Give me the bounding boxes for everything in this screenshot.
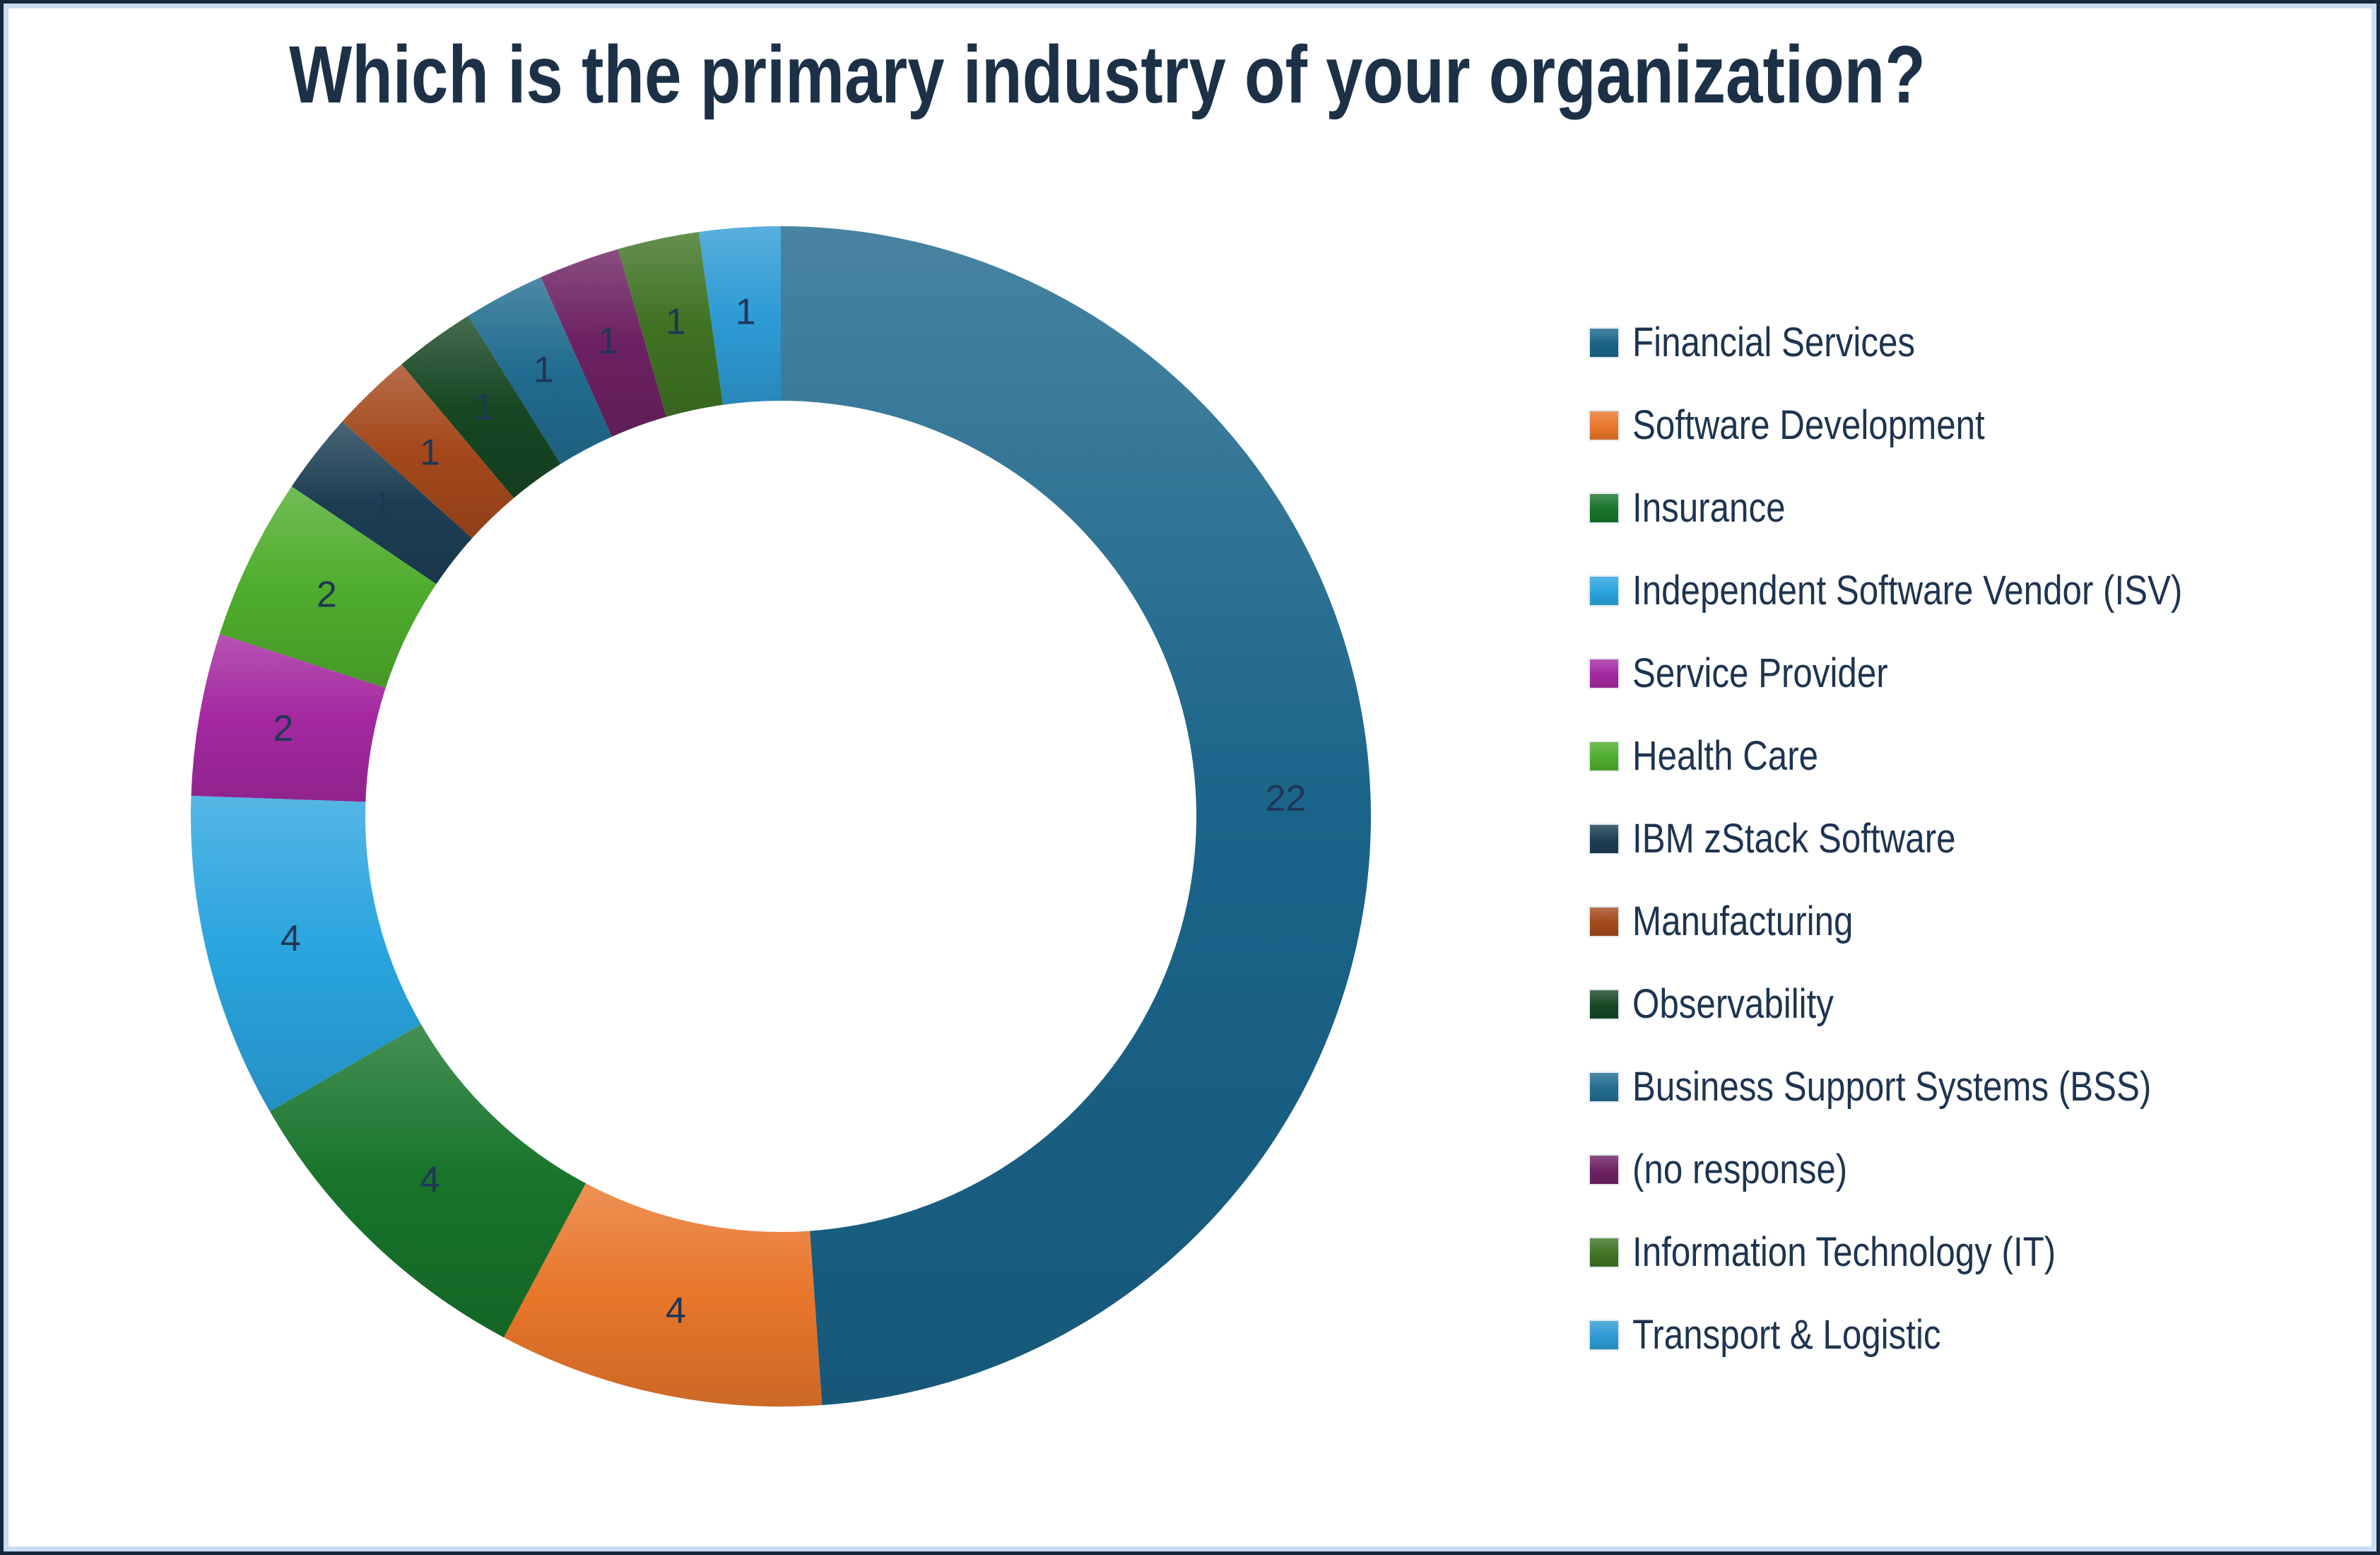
- slice-value-label: 1: [598, 321, 618, 362]
- slice-value-label: 22: [1266, 778, 1307, 819]
- donut-slice: [468, 277, 612, 464]
- chart-title: Which is the primary industry of your or…: [289, 30, 1926, 120]
- slice-value-label: 1: [420, 433, 440, 474]
- donut-slice: [401, 315, 561, 498]
- donut-slice: [541, 249, 666, 437]
- slice-value-label: 2: [273, 708, 293, 749]
- donut-slice: [291, 421, 473, 585]
- slice-value-label: 1: [666, 302, 686, 343]
- donut-slice: [781, 226, 1371, 1405]
- slice-value-label: 1: [736, 292, 756, 333]
- donut-slice: [698, 226, 781, 405]
- donut-slice: [342, 364, 514, 539]
- slice-value-label: 4: [281, 918, 301, 959]
- slice-value-label: 1: [473, 387, 494, 428]
- donut-slice: [269, 1024, 586, 1338]
- slice-value-label: 4: [666, 1290, 686, 1331]
- donut-slice: [191, 795, 421, 1112]
- slice-value-label: 2: [317, 575, 337, 616]
- donut-slice: [191, 633, 386, 802]
- donut-slice: [618, 232, 724, 417]
- donut-slice: [219, 486, 437, 688]
- slice-value-label: 1: [534, 350, 554, 391]
- slice-value-label: 4: [420, 1159, 440, 1200]
- slice-value-label: 1: [372, 485, 393, 526]
- donut-slice: [503, 1183, 823, 1407]
